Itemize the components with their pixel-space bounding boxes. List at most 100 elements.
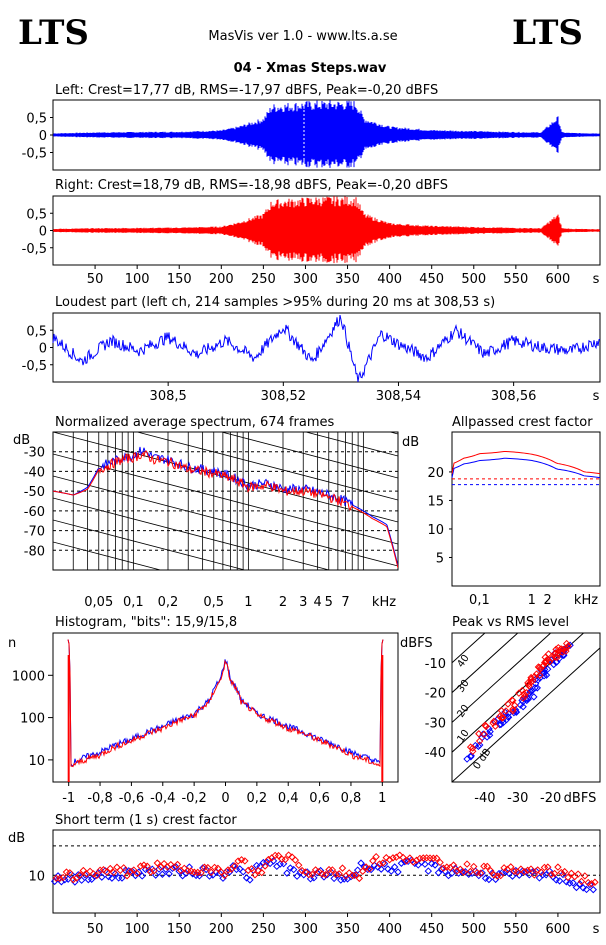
short-crest-point-left (118, 874, 126, 882)
short-crest-point-right (59, 873, 67, 882)
loudest-frame (52, 312, 601, 383)
histogram-title: Histogram, "bits": 15,9/15,8 (55, 615, 237, 630)
short-crest-point-left (215, 869, 224, 878)
short-crest-point-left (293, 872, 301, 880)
short-crest-point-right (379, 859, 387, 867)
peak-rms-point-right (562, 639, 571, 648)
peak-rms-point-right (543, 655, 552, 664)
short-crest-point-left (286, 864, 295, 872)
histogram-xtick: 0,4 (278, 791, 299, 806)
short-crest-point-right (567, 869, 576, 877)
short-crest-point-right (470, 862, 478, 871)
short-crest-point-right (449, 861, 458, 869)
right-waveform-xtick: 500 (461, 272, 486, 287)
short-crest-point-right (439, 864, 448, 872)
right-waveform-xtick: 350 (335, 272, 360, 287)
short-crest-point-left (357, 859, 365, 867)
histogram-xtick: 0,6 (309, 791, 330, 806)
peak-rms-diag-line (452, 633, 519, 693)
allpassed-series-right (451, 450, 601, 475)
short-crest-point-left (333, 871, 342, 879)
peak-rms-xtick: -30 (507, 791, 528, 806)
short-crest-point-left (259, 858, 268, 867)
short-crest-point-right (459, 868, 468, 876)
allpassed-xunit: kHz (574, 593, 598, 608)
short-crest-point-right (581, 872, 589, 880)
peak-rms-point-left (519, 703, 527, 711)
right-waveform-xunit: s (593, 272, 600, 287)
short-crest-point-right (554, 863, 562, 871)
spectrum-slope-line (53, 278, 398, 368)
short-crest-point-right (550, 869, 559, 878)
short-crest-point-right (207, 868, 215, 876)
short-crest-point-left (128, 867, 136, 876)
peak-rms-point-right (546, 657, 554, 666)
short-crest-point-right (79, 866, 88, 875)
short-crest-point-right (500, 864, 508, 872)
peak-rms-point-left (528, 687, 536, 695)
short-crest-ytick: 10 (28, 869, 45, 884)
short-crest-point-right (69, 875, 77, 884)
allpassed-ytick: 10 (427, 523, 444, 538)
short-crest-point-left (421, 860, 429, 868)
short-crest-point-right (123, 872, 131, 880)
short-crest-point-right (234, 857, 242, 865)
peak-rms-point-left (467, 753, 475, 761)
short-crest-point-right (332, 870, 340, 879)
right-waveform-xtick: 300 (293, 272, 318, 287)
peak-rms-point-right (475, 730, 483, 738)
right-waveform-xtick: 150 (167, 272, 192, 287)
loudest-part-title: Loudest part (left ch, 214 samples >95% … (55, 295, 495, 310)
peak-rms-point-right (475, 737, 484, 745)
histogram-xtick: 1 (378, 791, 386, 806)
short-crest-point-left (229, 862, 237, 870)
short-crest-point-right (338, 864, 347, 872)
histogram-frame (52, 632, 399, 783)
spectrum-series-right (53, 450, 398, 569)
spectrum-grid (53, 278, 398, 570)
short-crest-point-right (385, 856, 394, 864)
short-crest-point-right (419, 854, 427, 862)
short-crest-point-right (298, 866, 306, 875)
short-crest-point-right (486, 866, 495, 875)
allpassed-xtick: 0,1 (469, 593, 490, 608)
short-crest-point-left (390, 863, 399, 871)
short-crest-xunit: s (593, 922, 600, 937)
spectrum-ytick: -50 (24, 485, 45, 500)
short-crest-point-left (589, 885, 597, 894)
peak-rms-diag-label: 10 (455, 728, 471, 745)
short-crest-point-left (337, 876, 345, 884)
peak-rms-point-right (480, 730, 488, 738)
short-crest-point-left (74, 871, 82, 879)
short-crest-point-right (547, 870, 555, 879)
short-crest-point-left (172, 863, 180, 871)
allpassed-ylabel: dB (402, 435, 419, 450)
peak-rms-point-left (555, 654, 564, 663)
spectrum-ytick: -80 (24, 544, 45, 559)
short-crest-point-left (165, 870, 173, 878)
peak-rms-point-left (534, 676, 542, 684)
loudest-xtick: 308,54 (376, 389, 422, 404)
short-crest-point-right (109, 868, 118, 877)
histogram-xtick: 0 (221, 791, 229, 806)
short-crest-title: Short term (1 s) crest factor (55, 813, 237, 828)
short-crest-point-right (564, 873, 572, 882)
short-crest-point-right (409, 858, 417, 866)
short-crest-point-left (555, 877, 564, 885)
short-crest-point-right (274, 851, 283, 860)
short-crest-point-left (569, 879, 577, 887)
peak-rms-point-right (527, 678, 535, 686)
short-crest-xtick: 400 (377, 922, 402, 937)
short-crest-point-right (89, 870, 98, 878)
short-crest-point-left (424, 867, 433, 875)
peak-rms-point-right (562, 644, 571, 652)
allpassed-ytick: 20 (427, 466, 444, 481)
short-crest-point-right (143, 862, 151, 870)
short-crest-point-left (397, 859, 406, 867)
spectrum-ylabel: dB (13, 433, 30, 448)
histogram-xtick: -0,4 (150, 791, 175, 806)
short-crest-point-right (146, 868, 155, 876)
short-crest-point-right (311, 866, 320, 874)
short-crest-point-left (162, 865, 170, 873)
short-crest-point-right (389, 854, 397, 862)
